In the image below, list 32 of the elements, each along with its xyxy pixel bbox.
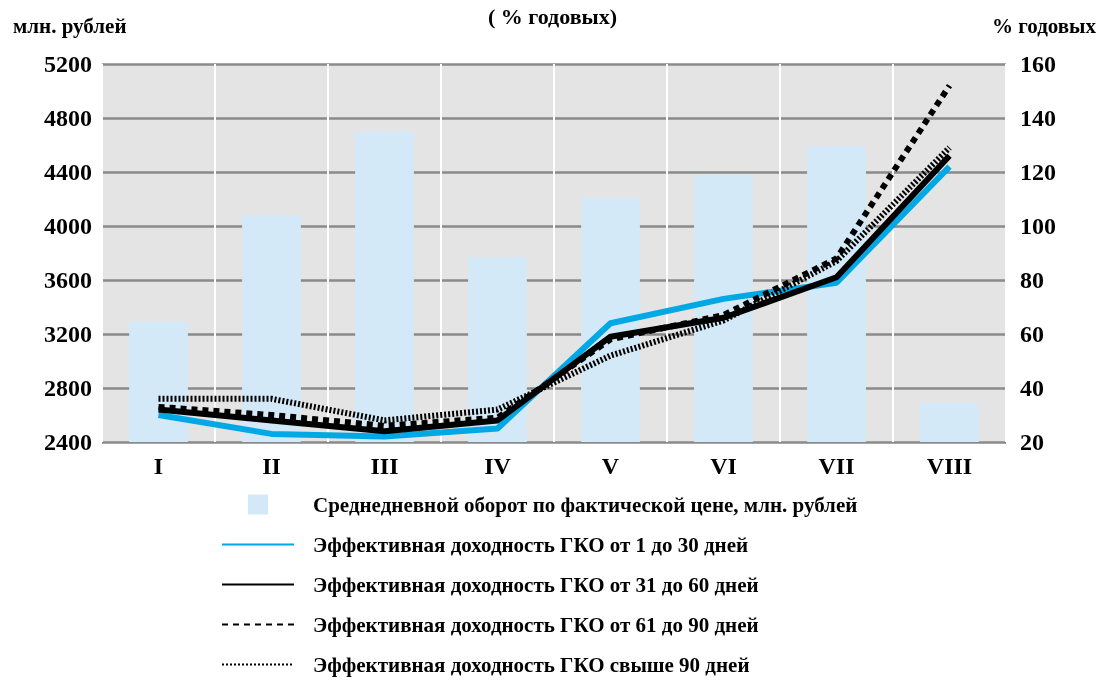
y2-axis-title: % годовых <box>992 13 1097 38</box>
y-tick-label: 4000 <box>44 213 92 239</box>
x-tick-label: IV <box>484 453 512 479</box>
x-tick-label: VII <box>818 453 855 479</box>
legend-label: Среднедневной оборот по фактической цене, млн. рублей <box>313 492 858 517</box>
y-tick-label: 3200 <box>44 321 92 347</box>
y-tick-label: 2400 <box>44 429 92 455</box>
y2-tick-label: 120 <box>1020 159 1056 185</box>
y2-tick-label: 100 <box>1020 213 1056 239</box>
x-tick-label: VI <box>710 453 737 479</box>
x-tick-label: I <box>153 453 164 479</box>
x-tick-label: VIII <box>926 453 973 479</box>
y2-tick-label: 80 <box>1020 267 1044 293</box>
legend-label: Эффективная доходность ГКО от 1 до 30 дней <box>313 532 749 557</box>
y-axis-title: млн. рублей <box>13 13 127 38</box>
x-tick-label: III <box>370 453 399 479</box>
y2-tick-label: 160 <box>1020 51 1056 77</box>
y-tick-label: 4400 <box>44 159 92 185</box>
y-tick-label: 4800 <box>44 105 92 131</box>
legend-label: Эффективная доходность ГКО от 61 до 90 дней <box>313 612 759 637</box>
x-tick-label: II <box>262 453 281 479</box>
legend-label: Эффективная доходность ГКО свыше 90 дней <box>313 652 750 677</box>
y-tick-label: 2800 <box>44 375 92 401</box>
y2-tick-label: 60 <box>1020 321 1044 347</box>
y2-tick-label: 40 <box>1020 375 1044 401</box>
y-tick-label: 3600 <box>44 267 92 293</box>
x-tick-label: V <box>601 453 620 479</box>
chart-title: ( % годовых) <box>487 3 618 29</box>
y2-tick-label: 140 <box>1020 105 1056 131</box>
y-tick-label: 5200 <box>44 51 92 77</box>
y2-tick-label: 20 <box>1020 429 1044 455</box>
legend-label: Эффективная доходность ГКО от 31 до 60 дней <box>313 572 759 597</box>
